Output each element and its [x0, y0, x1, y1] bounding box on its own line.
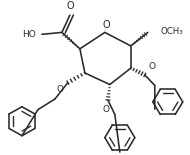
Text: O: O [149, 62, 156, 71]
Text: O: O [66, 1, 74, 11]
Text: HO: HO [22, 30, 36, 39]
Text: O: O [57, 86, 64, 95]
Text: O: O [102, 20, 110, 31]
Text: O: O [102, 105, 109, 114]
Text: OCH₃: OCH₃ [161, 27, 184, 36]
